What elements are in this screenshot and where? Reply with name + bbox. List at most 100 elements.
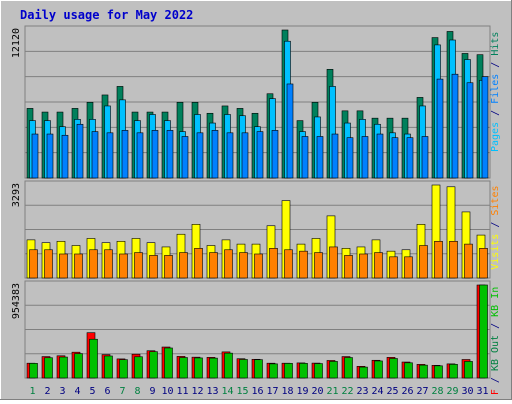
panel-3-legend-item: KB In	[490, 287, 501, 317]
bar-pages-day-31	[481, 76, 489, 179]
bar-sites-day-14	[224, 249, 233, 279]
bar-pages-day-11	[181, 136, 189, 179]
bar-sites-day-7	[119, 253, 128, 279]
bar-kb-out-day-18	[284, 363, 293, 379]
panel-3-legend-item: KB F	[490, 389, 501, 400]
bar-sites-day-20	[314, 252, 323, 279]
bar-pages-day-22	[346, 137, 354, 179]
bar-sites-day-15	[239, 252, 248, 279]
bar-kb-out-day-26	[404, 362, 413, 379]
bar-kb-out-day-10	[164, 347, 173, 379]
x-label-day-4: 4	[74, 386, 80, 397]
bar-sites-day-29	[449, 240, 458, 279]
bar-pages-day-20	[316, 136, 324, 179]
bar-kb-out-day-4	[74, 353, 83, 379]
x-label-day-25: 25	[386, 386, 398, 397]
x-label-day-19: 19	[296, 386, 308, 397]
bar-sites-day-21	[329, 246, 338, 279]
x-axis-day-labels: 1 2 3 4 5 6 7 8 9 10 11 12 13 14 15 16 17 18 19 20 21 22 23 24 2…	[29, 386, 488, 397]
bar-pages-day-2	[46, 133, 54, 179]
bar-kb-out-day-6	[104, 355, 113, 379]
bar-sites-day-18	[284, 249, 293, 279]
bar-sites-day-23	[359, 253, 368, 279]
bar-sites-day-28	[434, 240, 443, 279]
bar-kb-out-day-14	[224, 352, 233, 379]
bar-kb-out-day-16	[254, 359, 263, 379]
panel-3-legend-item: /	[490, 371, 501, 389]
bar-sites-day-5	[89, 249, 98, 279]
x-label-day-29: 29	[446, 386, 458, 397]
x-label-day-15: 15	[236, 386, 248, 397]
x-label-day-24: 24	[371, 386, 383, 397]
bar-pages-day-26	[406, 137, 414, 179]
panel-1-legend-item: /	[490, 56, 501, 74]
bar-kb-out-day-17	[269, 363, 278, 379]
bar-pages-day-15	[241, 132, 249, 179]
x-label-day-8: 8	[134, 386, 140, 397]
panel-3: 954383 KB F / KB Out / KB In	[11, 280, 501, 404]
bar-sites-day-2	[44, 249, 53, 279]
x-label-day-12: 12	[191, 386, 203, 397]
panel-1: 12120 Pages / Files / Hits	[11, 25, 501, 179]
bar-kb-out-day-7	[119, 359, 128, 379]
bar-pages-day-7	[121, 130, 129, 179]
x-label-day-28: 28	[431, 386, 443, 397]
bar-pages-day-24	[376, 133, 384, 179]
x-label-day-18: 18	[281, 386, 293, 397]
x-label-day-11: 11	[176, 386, 188, 397]
bar-kb-out-day-30	[464, 361, 473, 379]
panel-2-legend-item: Sites	[490, 186, 501, 216]
bar-sites-day-8	[134, 252, 143, 279]
bar-pages-day-19	[301, 136, 309, 179]
bar-sites-day-27	[419, 245, 428, 279]
bar-sites-day-19	[299, 250, 308, 279]
bar-pages-day-3	[61, 134, 69, 179]
bar-kb-out-day-5	[89, 338, 98, 379]
x-label-day-16: 16	[251, 386, 263, 397]
bar-kb-out-day-23	[359, 366, 368, 379]
bar-sites-day-24	[374, 252, 383, 279]
bar-kb-out-day-28	[434, 365, 443, 379]
bar-pages-day-25	[391, 137, 399, 179]
bar-pages-day-5	[91, 131, 99, 179]
bar-kb-out-day-27	[419, 364, 428, 379]
bar-pages-day-18	[286, 83, 294, 179]
bar-sites-day-11	[179, 252, 188, 279]
panel-3-legend-item: KB Out	[490, 335, 501, 371]
bar-sites-day-3	[59, 253, 68, 279]
bar-sites-day-10	[164, 255, 173, 279]
panel-2-legend: Visits / Sites	[490, 186, 501, 270]
bar-sites-day-13	[209, 252, 218, 279]
x-label-day-7: 7	[119, 386, 125, 397]
bar-pages-day-12	[196, 132, 204, 179]
x-label-day-9: 9	[149, 386, 155, 397]
x-label-day-1: 1	[29, 386, 35, 397]
bar-kb-out-day-15	[239, 359, 248, 379]
bar-kb-out-day-21	[329, 361, 338, 379]
bar-pages-day-1	[31, 133, 39, 179]
x-label-day-27: 27	[416, 386, 428, 397]
bar-pages-day-6	[106, 132, 114, 179]
x-label-day-22: 22	[341, 386, 353, 397]
bar-kb-out-day-13	[209, 357, 218, 379]
x-label-day-3: 3	[59, 386, 65, 397]
bar-kb-out-day-29	[449, 364, 458, 379]
panel-1-legend: Pages / Files / Hits	[490, 32, 501, 152]
panel-1-max-label: 12120	[11, 28, 22, 58]
panel-2-legend-item: Visits	[490, 234, 501, 270]
bar-sites-day-30	[464, 243, 473, 279]
x-label-day-2: 2	[44, 386, 50, 397]
bar-kb-out-day-8	[134, 356, 143, 379]
panel-1-legend-item: Pages	[490, 122, 501, 152]
bar-sites-day-17	[269, 248, 278, 279]
bar-sites-day-16	[254, 253, 263, 279]
bar-pages-day-13	[211, 130, 219, 179]
bar-kb-out-day-19	[299, 363, 308, 379]
x-label-day-5: 5	[89, 386, 95, 397]
x-label-day-20: 20	[311, 386, 323, 397]
bar-kb-out-day-3	[59, 356, 68, 379]
chart-title: Daily usage for May 2022	[20, 8, 193, 22]
bar-kb-out-day-12	[194, 357, 203, 379]
x-label-day-10: 10	[161, 386, 173, 397]
